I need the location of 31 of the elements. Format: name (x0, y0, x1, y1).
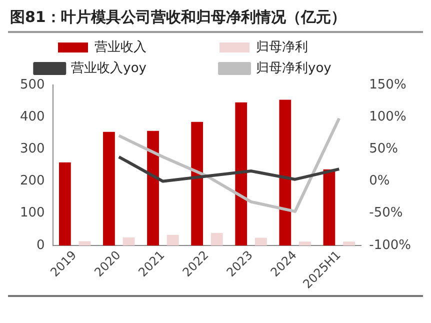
y-tick-label: 400 (20, 109, 45, 124)
bar (299, 242, 311, 246)
y-tick-label: 100 (20, 206, 45, 221)
bar (58, 162, 71, 246)
bar (122, 237, 135, 246)
bar (254, 238, 267, 246)
bar (191, 122, 204, 246)
legend-label: 归母净利yoy (256, 60, 396, 76)
bar (147, 130, 159, 246)
legend-label: 营业收入yoy (71, 60, 212, 76)
y2-tick-label: -50% (369, 206, 403, 221)
y2-tick-label: -100% (369, 238, 412, 253)
chart-title: 图81：叶片模具公司营收和归母净利情况（亿元） (8, 8, 423, 33)
bar (279, 100, 292, 246)
y-tick-label: 0 (36, 238, 45, 253)
bar (103, 132, 115, 246)
y-tick-label: 200 (20, 174, 45, 189)
bar (235, 102, 248, 246)
y2-tick-label: 50% (369, 142, 398, 157)
y-tick-label: 300 (20, 142, 45, 157)
y2-tick-label: 150% (369, 77, 406, 92)
y2-tick-label: 0% (369, 174, 390, 189)
bar (323, 169, 336, 246)
y-tick-label: 500 (20, 77, 45, 92)
bar (78, 241, 91, 246)
legend-label: 营业收入 (94, 40, 212, 55)
bar (166, 234, 179, 246)
legend-label: 归母净利 (256, 40, 373, 55)
bar (343, 242, 355, 246)
y2-tick-label: 100% (369, 109, 406, 124)
bar (210, 232, 223, 246)
